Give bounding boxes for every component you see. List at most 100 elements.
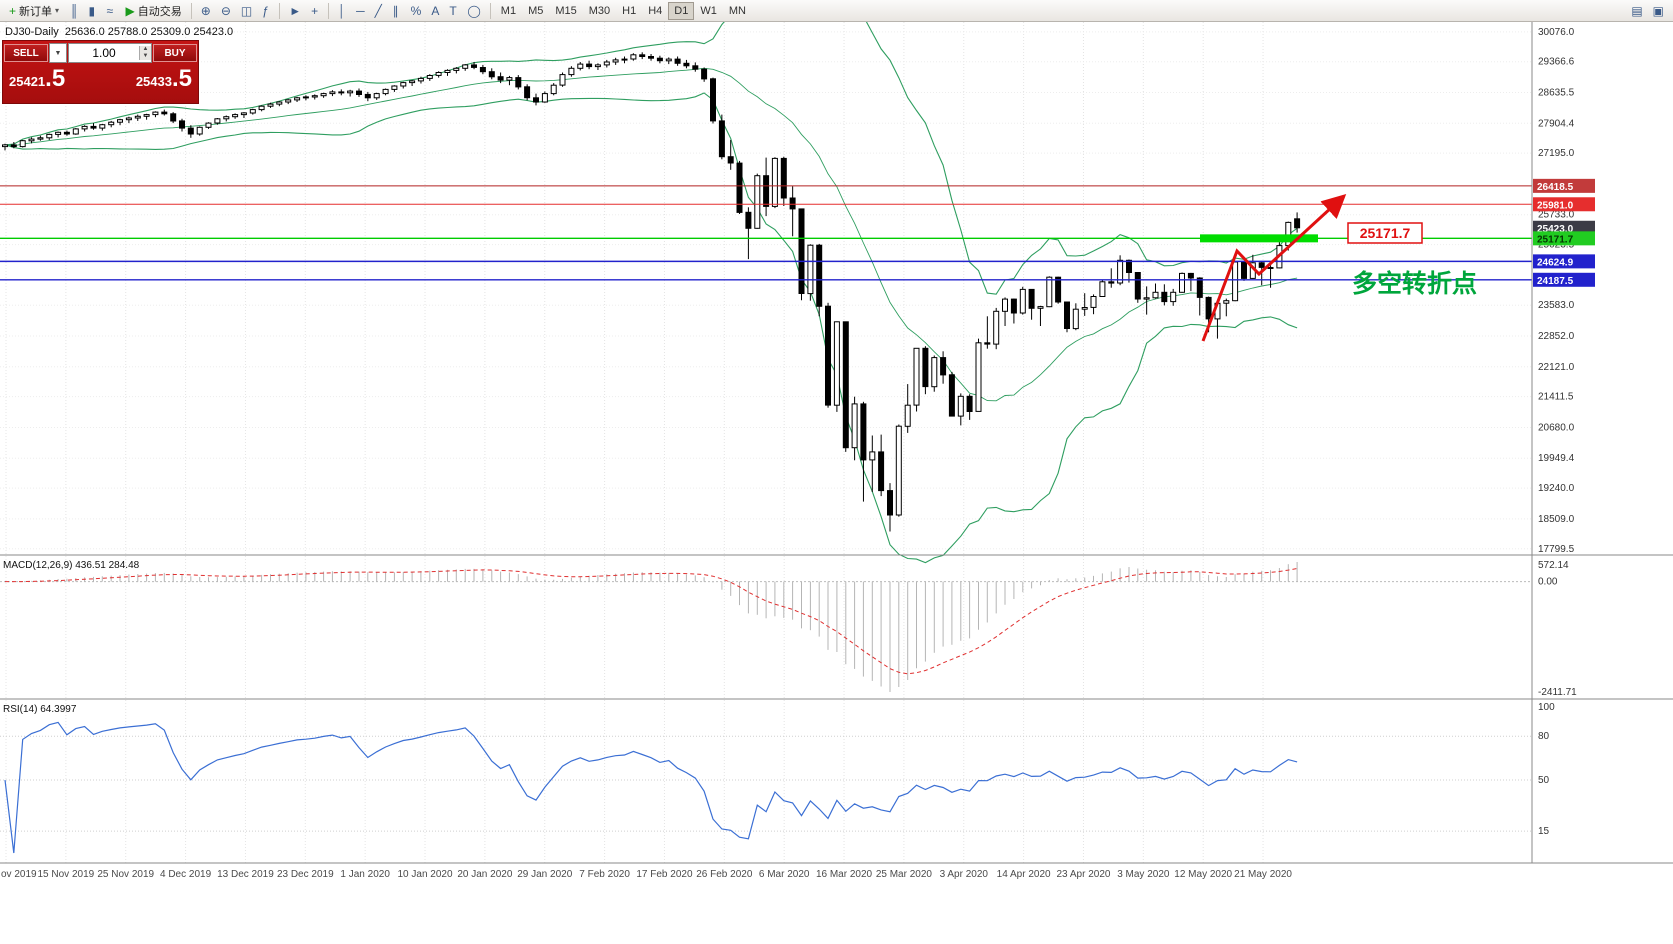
data-window-button[interactable]: ▣: [1648, 2, 1669, 20]
macd-axis-label: -2411.71: [1538, 687, 1577, 698]
candle-up: [329, 91, 336, 95]
buy-button[interactable]: BUY: [153, 44, 197, 62]
candle-up: [568, 67, 575, 76]
annotation-text[interactable]: 多空转折点: [1352, 269, 1477, 298]
timeframe-h4-button[interactable]: H4: [642, 2, 668, 20]
timeframe-d1-button[interactable]: D1: [668, 2, 695, 20]
chart-canvas[interactable]: ov 2019 15 Nov 2019 25 Nov 2019 4 Dec 2019 1…: [0, 22, 1673, 944]
candle-up: [108, 121, 115, 126]
candle-up: [559, 74, 566, 86]
timeframe-m30-button[interactable]: M30: [583, 2, 616, 20]
vertical-line-icon: │: [338, 3, 346, 18]
price-tag-label: 25981.0: [1537, 200, 1574, 211]
price-tick-label: 30076.0: [1538, 27, 1575, 38]
candle-up: [1072, 308, 1079, 330]
candle-up: [603, 61, 610, 66]
timeframe-m1-button[interactable]: M1: [495, 2, 522, 20]
candle-up: [117, 119, 123, 123]
candle-down: [63, 131, 70, 135]
candle-up: [81, 125, 88, 130]
volume-box: ▲ ▼: [68, 43, 152, 63]
candle-up: [320, 93, 327, 97]
timeframe-mn-button[interactable]: MN: [723, 2, 752, 20]
candle-down: [1161, 291, 1168, 303]
volume-dropdown-button[interactable]: ▼: [49, 43, 67, 63]
horizontal-line-button[interactable]: ─: [351, 2, 370, 20]
candle-down: [674, 58, 681, 64]
zoom-in-button[interactable]: ⊕: [196, 2, 216, 20]
timeframe-m15-button[interactable]: M15: [549, 2, 582, 20]
timeframe-m5-button[interactable]: M5: [522, 2, 549, 20]
shapes-button[interactable]: ◯: [462, 2, 485, 20]
candle-up: [1117, 259, 1124, 284]
date-label: ov 2019: [1, 869, 37, 880]
candle-up: [453, 67, 460, 71]
candle-down: [1064, 301, 1070, 329]
price-tag-label: 24624.9: [1537, 257, 1574, 268]
bollinger-middle-band: [4, 67, 1298, 402]
timeframe-w1-button[interactable]: W1: [694, 2, 723, 20]
autotrading-label: 自动交易: [137, 5, 182, 18]
navigator-button[interactable]: ▤: [1626, 2, 1647, 20]
label-button[interactable]: T: [444, 2, 462, 20]
date-label: 25 Nov 2019: [97, 869, 154, 880]
autotrading-button[interactable]: ▶ 自动交易: [121, 2, 187, 20]
candle-down: [763, 175, 770, 207]
tile-windows-button[interactable]: ◫: [236, 2, 257, 20]
timeframe-h1-button[interactable]: H1: [616, 2, 642, 20]
sell-button[interactable]: SELL: [4, 44, 48, 62]
price-tag-label: 26418.5: [1537, 182, 1574, 193]
cursor-button[interactable]: ►: [284, 2, 306, 20]
candle-down: [1010, 298, 1017, 314]
fibonacci-button[interactable]: %: [406, 2, 427, 20]
rsi-line: [4, 721, 1298, 854]
cursor-group: ► +: [284, 2, 324, 20]
candlestick-chart-button[interactable]: ▮: [84, 2, 102, 20]
line-chart-button[interactable]: ≈: [102, 2, 120, 20]
price-annotation-box[interactable]: [1347, 222, 1423, 244]
channel-button[interactable]: ∥: [388, 2, 406, 20]
tile-windows-icon: ◫: [240, 3, 253, 18]
volume-spinner: ▲ ▼: [139, 46, 151, 60]
candle-up: [196, 126, 203, 135]
text-button[interactable]: A: [426, 2, 444, 20]
trendline-button[interactable]: ╱: [370, 2, 388, 20]
candle-up: [285, 99, 292, 103]
trend-arrow-annotation[interactable]: [1201, 193, 1347, 342]
candle-up: [134, 115, 141, 119]
price-tick-label: 21411.5: [1538, 392, 1574, 403]
support-zone[interactable]: [1200, 234, 1318, 243]
candle-down: [1055, 276, 1062, 303]
date-label: 14 Apr 2020: [997, 869, 1051, 880]
candle-down: [860, 403, 867, 461]
text-icon: A: [431, 3, 440, 18]
candle-down: [727, 156, 734, 164]
indicators-button[interactable]: ƒ: [257, 2, 275, 20]
candle-down: [745, 211, 752, 229]
candle-down: [648, 56, 654, 59]
volume-decrease-button[interactable]: ▼: [139, 53, 151, 60]
volume-increase-button[interactable]: ▲: [139, 46, 151, 53]
price-tick-label: 25733.0: [1538, 210, 1575, 221]
volume-input[interactable]: [69, 46, 139, 60]
candle-up: [957, 395, 964, 417]
date-label: 23 Apr 2020: [1057, 869, 1111, 880]
chevron-down-icon: ▾: [55, 6, 60, 15]
candle-up: [214, 118, 221, 124]
vertical-line-button[interactable]: │: [333, 2, 351, 20]
candle-up: [240, 112, 247, 116]
new-order-button[interactable]: + 新订单 ▾: [4, 2, 64, 20]
candle-down: [364, 93, 371, 99]
zoom-out-button[interactable]: ⊖: [216, 2, 236, 20]
bar-chart-button[interactable]: ║: [65, 2, 84, 20]
candle-down: [1134, 272, 1141, 300]
date-label: 12 May 2020: [1174, 869, 1232, 880]
toolbar-separator: [489, 2, 491, 19]
bar-chart-icon: ║: [70, 3, 79, 18]
candle-down: [179, 120, 185, 129]
crosshair-icon: +: [311, 3, 319, 18]
candle-down: [789, 197, 796, 210]
crosshair-button[interactable]: +: [306, 2, 324, 20]
candle-down: [692, 65, 699, 70]
candle-up: [294, 97, 301, 101]
